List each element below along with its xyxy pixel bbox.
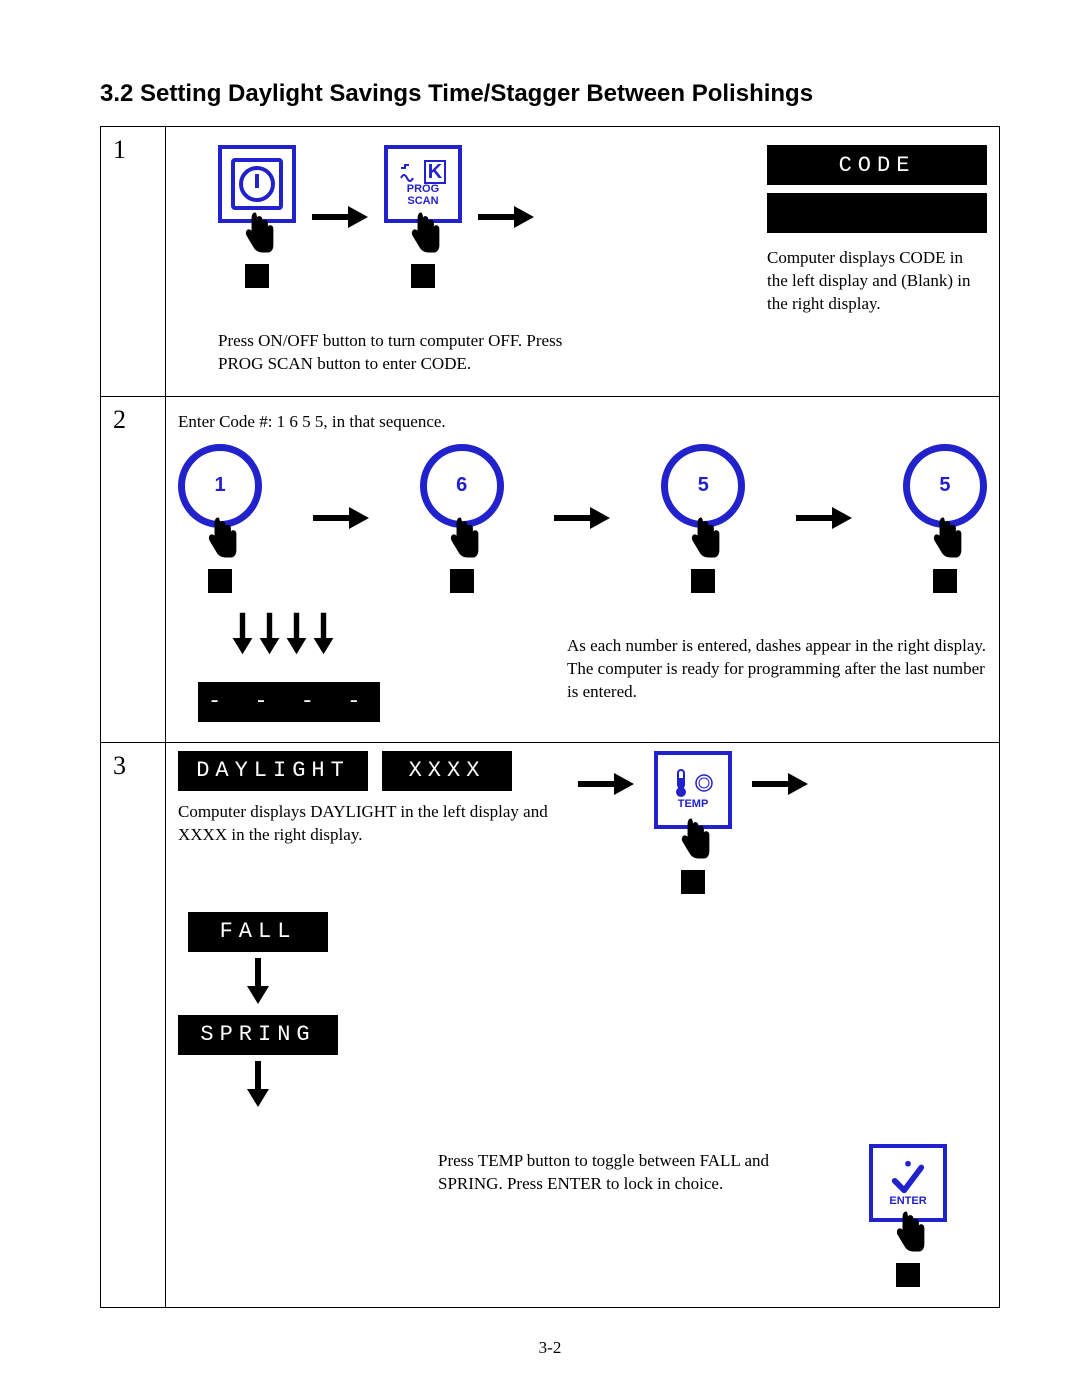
digit-6: 6 bbox=[456, 474, 467, 497]
step-1-number: 1 bbox=[101, 127, 166, 397]
dial-icon bbox=[695, 774, 713, 792]
progscan-button-press: K PROG SCAN bbox=[384, 145, 462, 288]
arrow-right-icon bbox=[310, 202, 370, 232]
steps-table: 1 bbox=[100, 126, 1000, 1308]
display-xxxx: XXXX bbox=[382, 751, 512, 791]
display-daylight: DAYLIGHT bbox=[178, 751, 368, 791]
digit-1: 1 bbox=[214, 474, 225, 497]
step2-caption-right: As each number is entered, dashes appear… bbox=[567, 635, 987, 704]
page-number: 3-2 bbox=[100, 1338, 1000, 1358]
hand-icon bbox=[925, 510, 965, 565]
enter-button-press: ENTER bbox=[869, 1144, 947, 1287]
step-3-number: 3 bbox=[101, 742, 166, 1307]
hand-icon bbox=[200, 510, 240, 565]
display-spring: SPRING bbox=[178, 1015, 338, 1055]
arrow-down-icon bbox=[243, 1059, 273, 1114]
k-label: K bbox=[424, 160, 446, 184]
display-dashes: - - - - bbox=[198, 682, 380, 722]
digit-6-press: 6 bbox=[420, 444, 504, 593]
check-icon bbox=[889, 1158, 927, 1196]
step-2-number: 2 bbox=[101, 396, 166, 742]
step-2-row: 2 Enter Code #: 1 6 5 5, in that sequenc… bbox=[101, 396, 1000, 742]
hand-icon bbox=[673, 811, 713, 866]
temp-label: TEMP bbox=[678, 799, 709, 811]
digit-5a-press: 5 bbox=[661, 444, 745, 593]
digit-5b: 5 bbox=[939, 474, 950, 497]
arrow-right-icon bbox=[552, 503, 612, 533]
arrow-right-icon bbox=[750, 769, 810, 799]
hand-icon bbox=[442, 510, 482, 565]
step-1-row: 1 bbox=[101, 127, 1000, 397]
temp-button-press: TEMP bbox=[654, 751, 732, 894]
step3-caption-bottom: Press TEMP button to toggle between FALL… bbox=[438, 1150, 778, 1196]
step2-intro: Enter Code #: 1 6 5 5, in that sequence. bbox=[178, 411, 987, 434]
hand-icon bbox=[683, 510, 723, 565]
digit-5b-press: 5 bbox=[903, 444, 987, 593]
arrow-down-icon bbox=[243, 956, 273, 1011]
hand-icon bbox=[237, 205, 277, 260]
step-3-cell: DAYLIGHT XXXX Computer displays DAYLIGHT… bbox=[166, 742, 1000, 1307]
arrow-right-icon bbox=[794, 503, 854, 533]
step3-caption-left: Computer displays DAYLIGHT in the left d… bbox=[178, 801, 558, 847]
step1-caption-left: Press ON/OFF button to turn computer OFF… bbox=[218, 330, 598, 376]
display-fall: FALL bbox=[188, 912, 328, 952]
down-arrows-icon bbox=[229, 611, 349, 676]
hand-icon bbox=[888, 1204, 928, 1259]
digit-1-press: 1 bbox=[178, 444, 262, 593]
arrow-right-icon bbox=[476, 202, 536, 232]
section-title: 3.2 Setting Daylight Savings Time/Stagge… bbox=[100, 80, 1000, 108]
step-1-cell: K PROG SCAN CODE Computer displays CODE … bbox=[166, 127, 1000, 397]
step-3-row: 3 DAYLIGHT XXXX Computer displays DAYLIG… bbox=[101, 742, 1000, 1307]
progscan-wave-icon bbox=[400, 164, 422, 184]
arrow-right-icon bbox=[311, 503, 371, 533]
display-code: CODE bbox=[767, 145, 987, 185]
hand-icon bbox=[403, 205, 443, 260]
onoff-button-press bbox=[218, 145, 296, 288]
arrow-right-icon bbox=[576, 769, 636, 799]
thermometer-icon bbox=[673, 768, 689, 798]
step1-caption-right: Computer displays CODE in the left displ… bbox=[767, 247, 987, 316]
step-2-cell: Enter Code #: 1 6 5 5, in that sequence.… bbox=[166, 396, 1000, 742]
display-blank bbox=[767, 193, 987, 233]
digit-5a: 5 bbox=[698, 474, 709, 497]
